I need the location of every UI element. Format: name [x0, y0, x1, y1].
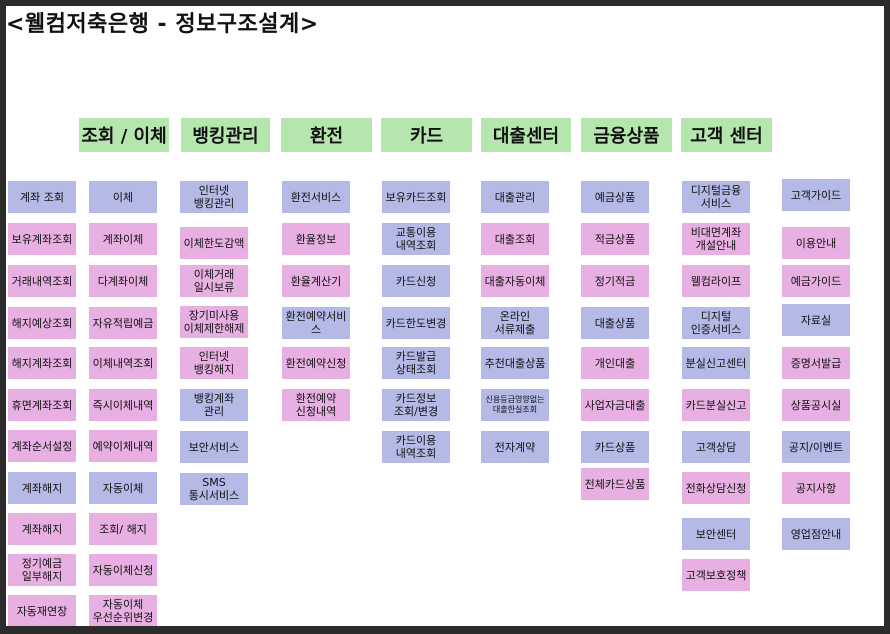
submenu-node: 다계좌이체 — [89, 265, 157, 297]
submenu-node: 자동이체 우선순위변경 — [89, 595, 157, 626]
submenu-node: 즉시이체내역 — [89, 389, 157, 421]
submenu-node: 예금가이드 — [782, 265, 850, 297]
menu-node: 보안서비스 — [180, 431, 248, 463]
submenu-node: 고객보호정책 — [682, 559, 750, 591]
menu-node: 디지털 인증서비스 — [682, 307, 750, 339]
submenu-node: 전화상담신청 — [682, 472, 750, 504]
menu-node: 환전서비스 — [282, 181, 350, 213]
menu-node: 카드정보 조회/변경 — [382, 389, 450, 421]
menu-node: 신용등급영향없는 대출한실조회 — [481, 389, 549, 421]
submenu-node: 이체거래 일시보류 — [180, 265, 248, 297]
column-header: 고객 센터 — [681, 118, 772, 152]
submenu-node: 자유적립예금 — [89, 307, 157, 339]
submenu-node: 공지사항 — [782, 472, 850, 504]
submenu-node: 자동이체신청 — [89, 554, 157, 586]
submenu-node: 조회/ 해지 — [89, 513, 157, 545]
menu-node: 인터넷 뱅킹관리 — [180, 181, 248, 213]
menu-node: SMS 통시서비스 — [180, 473, 248, 505]
menu-node: 고객가이드 — [782, 179, 850, 211]
submenu-node: 계좌해지 — [8, 513, 76, 545]
menu-node: 자료실 — [782, 304, 850, 336]
submenu-node: 정기적금 — [581, 265, 649, 297]
submenu-node: 이체한도감액 — [180, 227, 248, 259]
menu-node: 온라인 서류제출 — [481, 307, 549, 339]
column-header: 환전 — [281, 118, 372, 152]
column-header: 뱅킹관리 — [181, 118, 270, 152]
submenu-node: 카드분실신고 — [682, 389, 750, 421]
menu-node: 디지털금융 서비스 — [682, 181, 750, 213]
submenu-node: 환전예약신청 — [282, 347, 350, 379]
submenu-node: 전체카드상품 — [581, 468, 649, 500]
submenu-node: 보유계좌조회 — [8, 223, 76, 255]
menu-node: 예금상품 — [581, 181, 649, 213]
menu-node: 계좌 조회 — [8, 181, 76, 213]
submenu-node: 계좌이체 — [89, 223, 157, 255]
menu-node: 뱅킹계좌 관리 — [180, 389, 248, 421]
submenu-node: 적금상품 — [581, 223, 649, 255]
submenu-node: 개인대출 — [581, 347, 649, 379]
menu-node: 대출관리 — [481, 181, 549, 213]
menu-node: 대출상품 — [581, 307, 649, 339]
submenu-node: 웰컴라이프 — [682, 265, 750, 297]
submenu-node: 이용안내 — [782, 227, 850, 259]
menu-node: 영업점안내 — [782, 518, 850, 550]
submenu-node: 휴면계좌조회 — [8, 389, 76, 421]
diagram-canvas: <웰컴저축은행 - 정보구조설계> 조회 / 이체 뱅킹관리 환전 카드 대출센터 금융상… — [6, 6, 884, 626]
menu-node: 카드한도변경 — [382, 307, 450, 339]
submenu-node: 인터넷 뱅킹해지 — [180, 347, 248, 379]
submenu-node: 사업자금대출 — [581, 389, 649, 421]
submenu-node: 계좌순서설정 — [8, 430, 76, 462]
submenu-node: 거래내역조회 — [8, 265, 76, 297]
menu-node: 보유카드조회 — [382, 181, 450, 213]
menu-node: 계좌해지 — [8, 472, 76, 504]
submenu-node: 대출자동이체 — [481, 265, 549, 297]
menu-node: 환전예약서비스 — [282, 307, 350, 339]
submenu-node: 해지계좌조회 — [8, 347, 76, 379]
column-header: 조회 / 이체 — [79, 118, 169, 152]
menu-node: 카드신청 — [382, 265, 450, 297]
column-header: 금융상품 — [581, 118, 672, 152]
menu-node: 분실신고센터 — [682, 347, 750, 379]
submenu-node: 환율정보 — [282, 223, 350, 255]
menu-node: 교통이용 내역조회 — [382, 223, 450, 255]
menu-node: 카드발급 상태조회 — [382, 347, 450, 379]
menu-node: 자동이체 — [89, 472, 157, 504]
column-header: 카드 — [381, 118, 472, 152]
submenu-node: 비대면계좌 개설안내 — [682, 223, 750, 255]
menu-node: 카드상품 — [581, 431, 649, 463]
menu-node: 전자계약 — [481, 431, 549, 463]
menu-node: 고객상담 — [682, 431, 750, 463]
submenu-node: 증명서발급 — [782, 347, 850, 379]
submenu-node: 정기예금 일부해지 — [8, 554, 76, 586]
submenu-node: 해지예상조회 — [8, 307, 76, 339]
submenu-node: 대출조회 — [481, 223, 549, 255]
submenu-node: 이체내역조회 — [89, 347, 157, 379]
submenu-node: 자동재연장 — [8, 595, 76, 626]
submenu-node: 환전예약 신청내역 — [282, 389, 350, 421]
menu-node: 공지/이벤트 — [782, 431, 850, 463]
submenu-node: 장기미사용 이체제한해제 — [180, 306, 248, 338]
submenu-node: 환율계산기 — [282, 265, 350, 297]
menu-node: 이체 — [89, 181, 157, 213]
page-title: <웰컴저축은행 - 정보구조설계> — [6, 12, 319, 37]
submenu-node: 상품공시실 — [782, 389, 850, 421]
menu-node: 보안센터 — [682, 518, 750, 550]
submenu-node: 예약이체내역 — [89, 430, 157, 462]
menu-node: 추천대출상품 — [481, 347, 549, 379]
column-header: 대출센터 — [481, 118, 571, 152]
menu-node: 카드이용 내역조회 — [382, 431, 450, 463]
